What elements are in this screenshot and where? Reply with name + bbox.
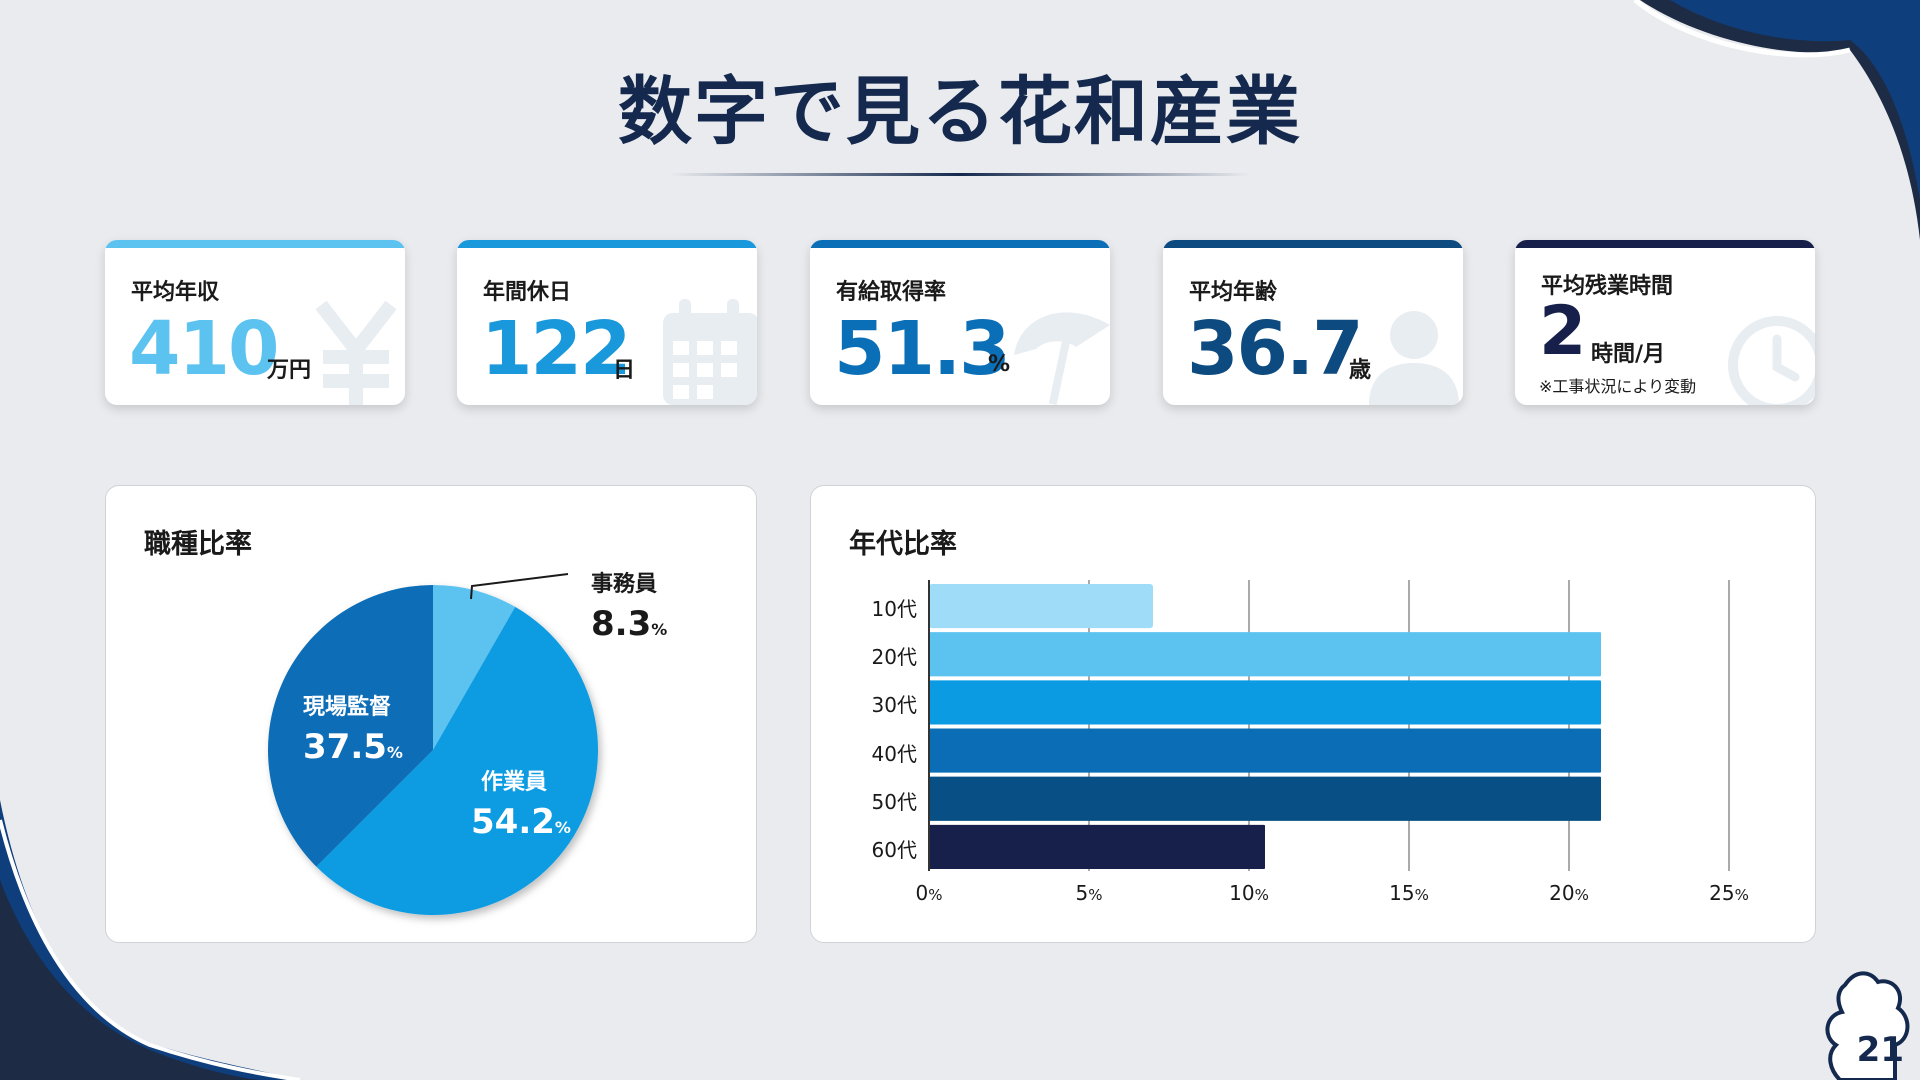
- page-header: 数字で見る花和産業: [0, 52, 1920, 176]
- title-underline: [670, 173, 1250, 176]
- clock-icon: [1728, 316, 1815, 405]
- y-tick-label: 10代: [871, 597, 917, 622]
- y-tick-label: 30代: [871, 693, 917, 718]
- y-tick-label: 50代: [871, 789, 917, 814]
- pie-slice-2: [267, 585, 433, 867]
- stat-card-salary: 平均年収 410 万円: [105, 240, 405, 405]
- stat-unit: 日: [613, 358, 636, 383]
- stat-value: 36.7: [1187, 306, 1364, 392]
- person-icon: [1369, 311, 1459, 405]
- pie-label-unit: %: [651, 620, 668, 639]
- stat-unit: 歳: [1349, 358, 1372, 383]
- bar-1: [929, 632, 1601, 677]
- pie-label-value: 37.5: [303, 727, 387, 767]
- stat-label: 平均年収: [131, 280, 220, 305]
- stat-card-age: 平均年齢 36.7 歳: [1163, 240, 1463, 405]
- bar-chart: [928, 580, 1730, 871]
- x-tick-label: 0%: [915, 881, 943, 905]
- pie-label-unit: %: [386, 743, 403, 762]
- y-tick-label: 20代: [871, 645, 917, 670]
- bar-0: [929, 584, 1153, 629]
- pie-slice-1: [316, 606, 599, 916]
- x-tick-label: 15%: [1389, 881, 1429, 905]
- age-ratio-panel: 年代比率 0% 5% 10% 15% 20% 25% 10代 20代 30代 40代 50代 60代: [810, 485, 1816, 943]
- pie-label-supervisor: 現場監督 37.5%: [303, 689, 403, 767]
- stat-label: 年間休日: [483, 280, 572, 305]
- stat-accent-bar: [1515, 240, 1815, 248]
- job-ratio-panel: 職種比率 事務員 8.3% 作業員 54.2% 現場監督 37.5%: [105, 485, 757, 943]
- pie-chart: [267, 573, 599, 916]
- stat-card-overtime: 平均残業時間 2 時間/月 ※工事状況により変動: [1515, 240, 1815, 405]
- umbrella-icon: [1014, 312, 1110, 405]
- page-number: 21: [1856, 1030, 1904, 1070]
- stat-label: 平均年齢: [1189, 280, 1278, 305]
- stat-value: 122: [481, 306, 631, 392]
- pie-leader-line: [470, 573, 569, 600]
- page-title: 数字で見る花和産業: [618, 69, 1302, 155]
- x-tick-label: 5%: [1075, 881, 1103, 905]
- pie-label-name: 事務員: [591, 572, 658, 597]
- pie-label-name: 作業員: [481, 770, 548, 795]
- bar-2: [929, 680, 1601, 725]
- stat-accent-bar: [105, 240, 405, 248]
- stat-value: 410: [129, 306, 279, 392]
- x-tick-label: 25%: [1709, 881, 1749, 905]
- stat-card-holidays: 年間休日 122 日: [457, 240, 757, 405]
- pie-slice-0: [433, 585, 516, 750]
- bar-4: [929, 776, 1601, 821]
- stat-accent-bar: [457, 240, 757, 248]
- calendar-icon: [663, 299, 757, 405]
- pie-label-name: 現場監督: [303, 695, 392, 720]
- pie-label-value: 54.2: [471, 802, 555, 842]
- panel-title: 年代比率: [849, 529, 957, 560]
- stat-unit: %: [988, 352, 1011, 377]
- stat-card-paid-leave: 有給取得率 51.3 %: [810, 240, 1110, 405]
- x-tick-label: 20%: [1549, 881, 1589, 905]
- y-tick-label: 60代: [871, 837, 917, 862]
- x-tick-label: 10%: [1229, 881, 1269, 905]
- pie-label-unit: %: [554, 818, 571, 837]
- y-tick-label: 40代: [871, 741, 917, 766]
- stat-label: 平均残業時間: [1541, 274, 1674, 299]
- pie-label-value: 8.3: [591, 604, 652, 644]
- yen-icon: [315, 300, 397, 405]
- stat-value: 51.3: [834, 306, 1011, 392]
- stat-accent-bar: [1163, 240, 1463, 248]
- panel-title: 職種比率: [144, 529, 252, 560]
- stat-unit: 時間/月: [1591, 342, 1666, 367]
- stat-accent-bar: [810, 240, 1110, 248]
- stat-label: 有給取得率: [836, 280, 947, 305]
- bar-3: [929, 728, 1601, 773]
- stat-unit: 万円: [267, 358, 312, 383]
- bar-5: [929, 824, 1265, 869]
- stat-note: ※工事状況により変動: [1539, 377, 1697, 396]
- pie-label-office: 事務員 8.3%: [591, 566, 667, 644]
- stat-value: 2: [1539, 292, 1586, 371]
- pie-label-worker: 作業員 54.2%: [471, 764, 571, 842]
